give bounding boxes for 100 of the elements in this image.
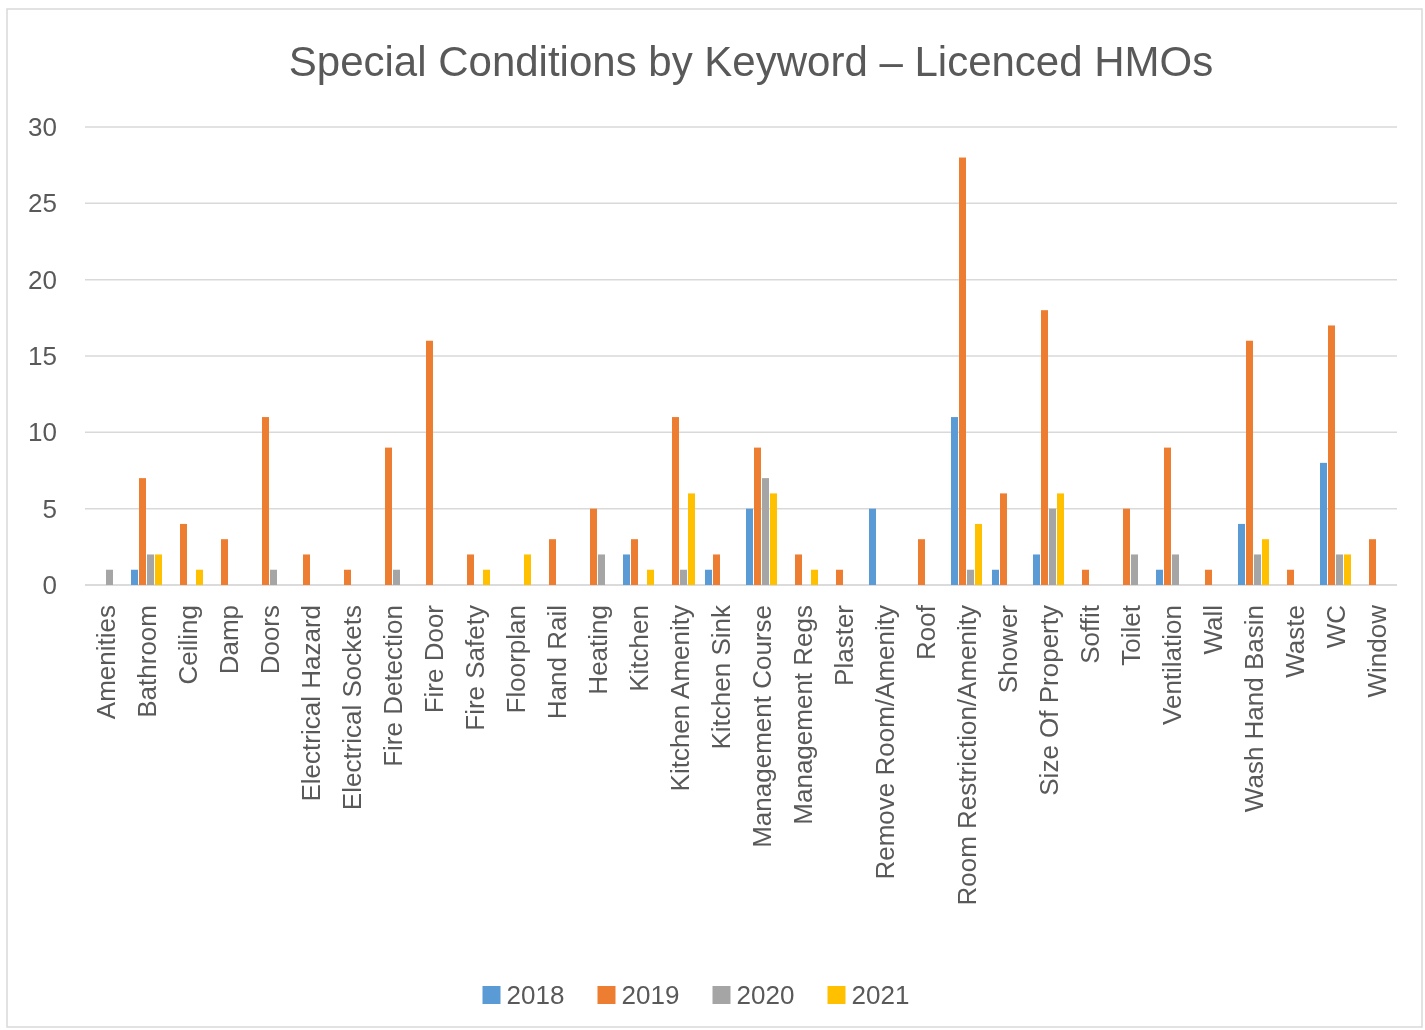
bar: [221, 539, 228, 585]
bar: [262, 417, 269, 585]
bar: [1262, 539, 1269, 585]
x-tick-label: Wall: [1197, 605, 1228, 655]
bar: [1344, 554, 1351, 585]
x-tick-label: Doors: [254, 605, 285, 675]
x-tick-label: Heating: [582, 605, 613, 695]
bar: [762, 478, 769, 585]
bar: [467, 554, 474, 585]
bar: [705, 569, 712, 585]
bar: [549, 539, 556, 585]
x-tick-label: Window: [1361, 604, 1392, 698]
bar: [483, 569, 490, 585]
x-tick-label: Wash Hand Basin: [1238, 605, 1269, 813]
x-tick-label: Toilet: [1115, 604, 1146, 666]
y-tick-label: 10: [28, 417, 57, 448]
bar: [951, 417, 958, 585]
x-tick-label: Ventilation: [1156, 605, 1187, 725]
x-tick-label: Fire Safety: [459, 605, 490, 731]
bar: [975, 523, 982, 585]
bar: [196, 569, 203, 585]
x-tick-label: Soffit: [1074, 604, 1105, 664]
bar: [524, 554, 531, 585]
chart-title: Special Conditions by Keyword – Licenced HMOs: [288, 38, 1214, 85]
x-tick-label: Fire Door: [418, 604, 449, 714]
x-tick-label: Amenities: [90, 605, 121, 720]
x-tick-label: Kitchen: [623, 605, 654, 692]
bar: [967, 569, 974, 585]
x-tick-label: Electrical Sockets: [336, 605, 367, 811]
x-tick-label: Remove Room/Amenity: [869, 605, 900, 880]
bar: [811, 569, 818, 585]
bar: [1238, 523, 1245, 585]
bar: [344, 569, 351, 585]
bar: [1287, 569, 1294, 585]
bar: [631, 539, 638, 585]
bar: [1131, 554, 1138, 585]
x-tick-label: Kitchen Sink: [705, 604, 736, 750]
bar: [836, 569, 843, 585]
bar: [1320, 462, 1327, 585]
bar: [1164, 447, 1171, 585]
x-tick-label: Shower: [992, 604, 1023, 694]
x-tick-label: Ceiling: [172, 605, 203, 685]
bar: [959, 157, 966, 585]
bar: [672, 417, 679, 585]
bar: [270, 569, 277, 585]
bar: [393, 569, 400, 585]
bar: [1172, 554, 1179, 585]
bar: [869, 508, 876, 585]
x-tick-label: Fire Detection: [377, 605, 408, 767]
bar: [139, 478, 146, 585]
legend-label: 2021: [851, 980, 910, 1011]
bar: [180, 523, 187, 585]
bar: [131, 569, 138, 585]
y-tick-label: 30: [28, 112, 57, 143]
bar: [770, 493, 777, 585]
bar: [680, 569, 687, 585]
bar: [147, 554, 154, 585]
bar: [754, 447, 761, 585]
bar: [598, 554, 605, 585]
y-tick-label: 20: [28, 264, 57, 295]
bar: [106, 569, 113, 585]
bar: [1033, 554, 1040, 585]
x-tick-label: Waste: [1279, 605, 1310, 678]
bar: [1369, 539, 1376, 585]
x-tick-label: Electrical Hazard: [295, 605, 326, 802]
bar: [1000, 493, 1007, 585]
bar: [1123, 508, 1130, 585]
bar: [992, 569, 999, 585]
bar: [1328, 325, 1335, 585]
bar: [155, 554, 162, 585]
legend-label: 2018: [506, 980, 565, 1011]
x-tick-label: Management Course: [746, 605, 777, 848]
y-tick-label: 25: [28, 188, 57, 219]
bar: [1156, 569, 1163, 585]
bar: [426, 340, 433, 585]
bar: [1246, 340, 1253, 585]
bar: [918, 539, 925, 585]
x-tick-label: Bathroom: [131, 605, 162, 718]
bar: [1254, 554, 1261, 585]
bar: [623, 554, 630, 585]
x-tick-label: Size Of Property: [1033, 605, 1064, 796]
bar: [1336, 554, 1343, 585]
x-tick-label: Roof: [910, 604, 941, 660]
x-tick-label: Plaster: [828, 604, 859, 686]
bar: [385, 447, 392, 585]
x-tick-label: Kitchen Amenity: [664, 605, 695, 792]
bar: [1057, 493, 1064, 585]
bar: [795, 554, 802, 585]
x-tick-label: Management Regs: [787, 605, 818, 825]
x-tick-label: Hand Rail: [541, 605, 572, 720]
bar: [1049, 508, 1056, 585]
x-tick-label: Damp: [213, 605, 244, 675]
bar: [647, 569, 654, 585]
bar: [688, 493, 695, 585]
x-tick-label: Floorplan: [500, 605, 531, 714]
x-tick-label: WC: [1320, 605, 1351, 649]
y-tick-label: 5: [42, 493, 57, 524]
bar: [746, 508, 753, 585]
bar: [1082, 569, 1089, 585]
y-tick-label: 15: [28, 341, 57, 372]
